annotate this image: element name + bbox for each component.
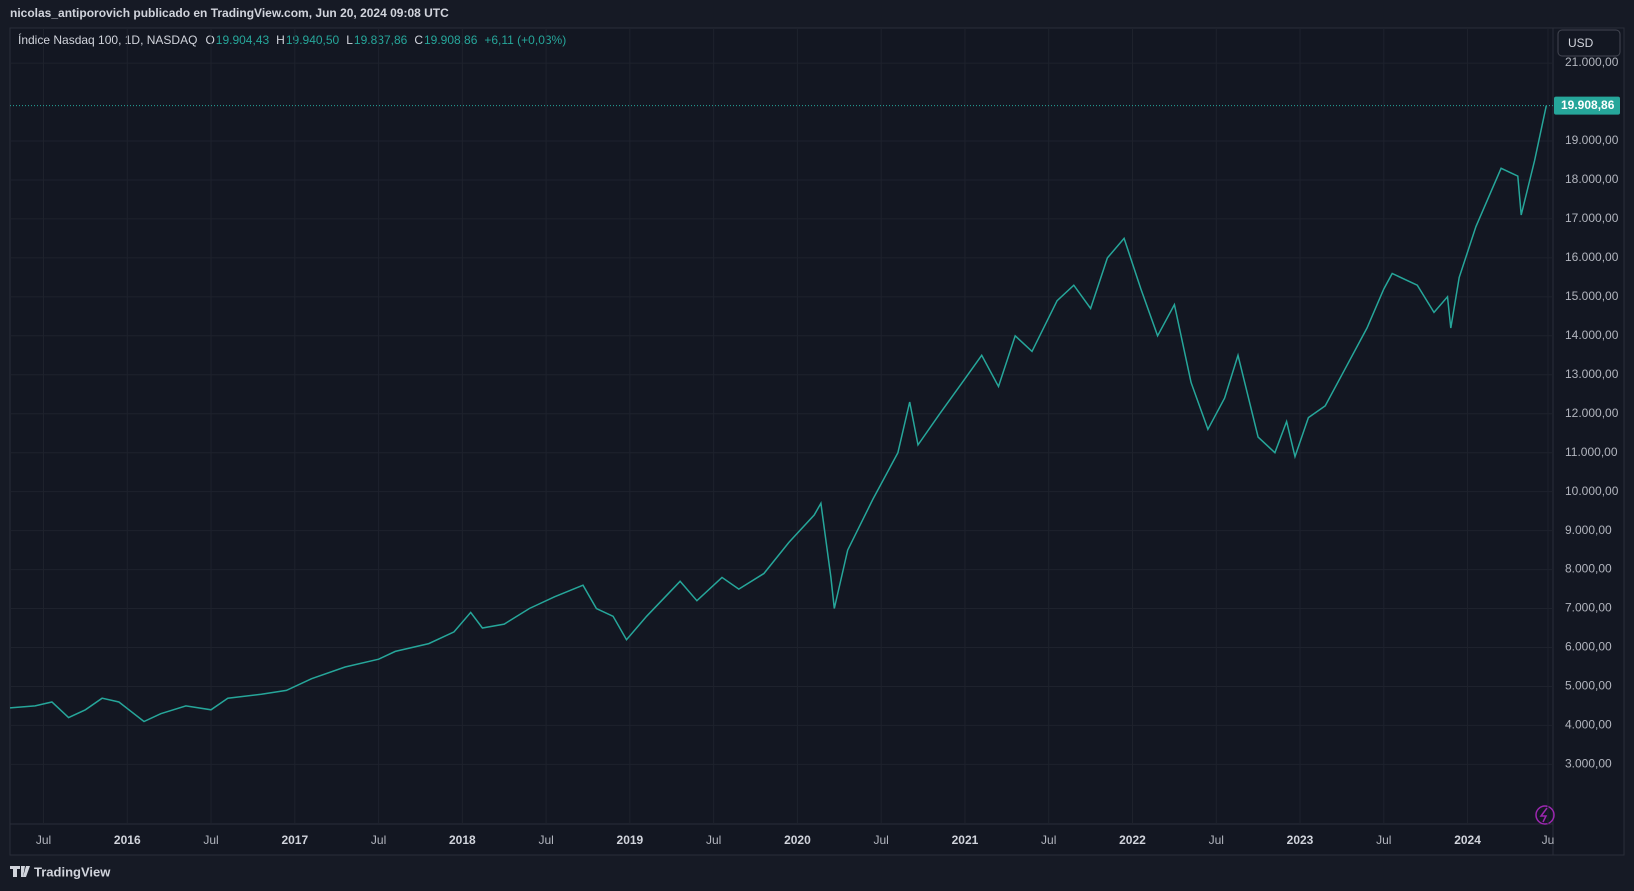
x-tick-label: 2023 — [1287, 833, 1314, 847]
y-tick-label: 14.000,00 — [1565, 328, 1619, 342]
y-tick-label: 8.000,00 — [1565, 562, 1612, 576]
y-tick-label: 3.000,00 — [1565, 757, 1612, 771]
y-tick-label: 5.000,00 — [1565, 679, 1612, 693]
y-tick-label: 18.000,00 — [1565, 172, 1619, 186]
price-line — [9, 105, 1548, 723]
y-tick-label: 11.000,00 — [1565, 445, 1618, 459]
legend-key: O — [205, 33, 214, 47]
currency-button[interactable] — [1557, 29, 1621, 57]
legend-change: +6,11 (+0,03%) — [484, 33, 566, 47]
legend-value: 19.837,86 — [354, 33, 408, 47]
legend-key: L — [346, 33, 353, 47]
x-tick-label: 2017 — [281, 833, 308, 847]
y-tick-label: 15.000,00 — [1565, 289, 1619, 303]
last-price-label: 19.908,86 — [1561, 98, 1615, 112]
y-tick-label: 21.000,00 — [1565, 55, 1619, 69]
x-tick-label: 2018 — [449, 833, 476, 847]
logo — [10, 866, 30, 877]
x-tick-label: 2016 — [114, 833, 141, 847]
publisher: nicolas_antiporovich publicado en Tradin… — [10, 6, 449, 20]
y-tick-label: 9.000,00 — [1565, 523, 1612, 537]
legend-key: C — [414, 33, 423, 47]
x-tick-label: Jul — [706, 833, 721, 847]
x-tick-label: 2020 — [784, 833, 811, 847]
x-tick-label: Jul — [538, 833, 553, 847]
x-tick-label: Jul — [203, 833, 218, 847]
x-tick-label: 2024 — [1454, 833, 1481, 847]
currency[interactable]: USD — [1568, 36, 1594, 50]
y-tick-label: 12.000,00 — [1565, 406, 1619, 420]
legend-key: H — [276, 33, 285, 47]
x-tick-label: Jul — [1209, 833, 1224, 847]
x-tick-label: Jul — [1041, 833, 1056, 847]
y-tick-label: 10.000,00 — [1565, 484, 1619, 498]
y-tick-label: 19.000,00 — [1565, 133, 1619, 147]
x-tick-label: Jul — [371, 833, 386, 847]
legend-value: 19.908,86 — [424, 33, 478, 47]
x-tick-label: Ju — [1542, 833, 1555, 847]
flash-icon[interactable] — [1535, 805, 1555, 825]
flash-glyph — [1539, 807, 1548, 823]
y-tick-label: 4.000,00 — [1565, 718, 1612, 732]
x-tick-label: 2021 — [952, 833, 979, 847]
x-tick-label: 2022 — [1119, 833, 1146, 847]
grid — [10, 28, 1553, 824]
x-tick-label: Jul — [1376, 833, 1391, 847]
legend-title: Índice Nasdaq 100, 1D, NASDAQ — [18, 32, 197, 47]
legend-value: 19.940,50 — [286, 33, 340, 47]
y-tick-label: 16.000,00 — [1565, 250, 1619, 264]
x-tick-label: Jul — [36, 833, 51, 847]
legend-value: 19.904,43 — [216, 33, 270, 47]
last-price-badge — [1554, 96, 1620, 115]
legend: Índice Nasdaq 100, 1D, NASDAQ O 19.904,43 H… — [18, 32, 566, 47]
y-tick-label: 13.000,00 — [1565, 367, 1619, 381]
y-tick-label: 7.000,00 — [1565, 601, 1612, 615]
x-tick-label: Jul — [874, 833, 889, 847]
brand: TradingView — [34, 864, 111, 879]
x-tick-label: 2019 — [617, 833, 644, 847]
y-tick-label: 6.000,00 — [1565, 640, 1612, 654]
chart-panel — [9, 27, 1625, 856]
y-tick-label: 17.000,00 — [1565, 211, 1619, 225]
